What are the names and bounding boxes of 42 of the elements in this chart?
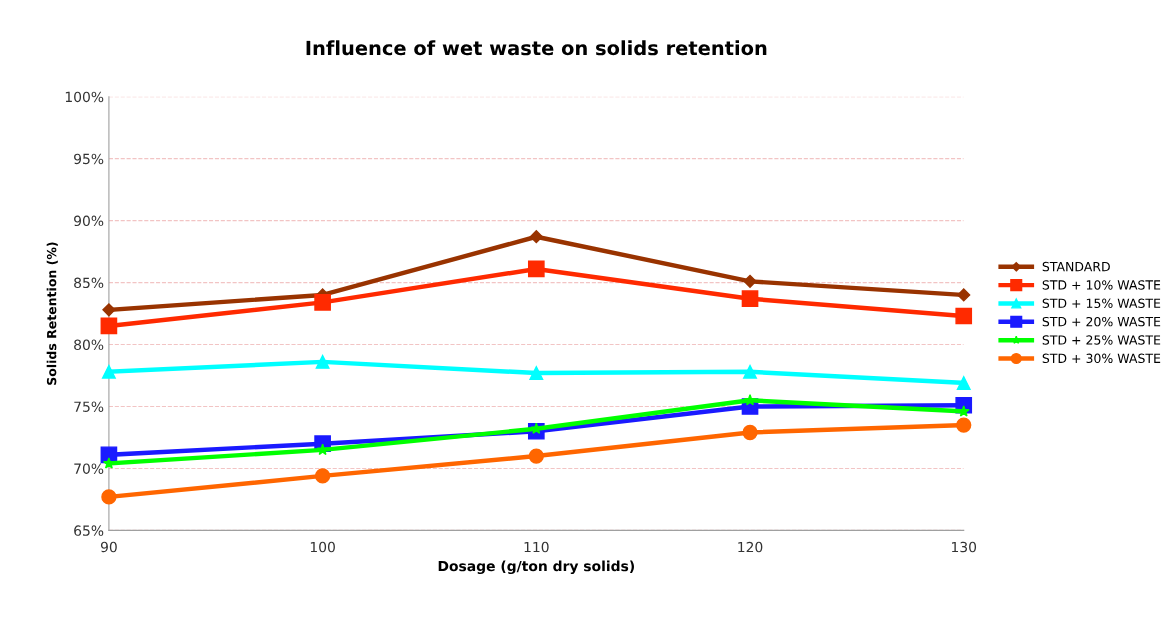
point <box>741 290 759 308</box>
y-tick-label: 65% <box>74 525 104 536</box>
point <box>529 366 544 380</box>
point <box>743 274 757 288</box>
point <box>316 443 329 456</box>
point <box>527 260 545 278</box>
point <box>957 288 971 302</box>
y-tick-label: 90% <box>74 215 104 227</box>
point <box>314 294 331 311</box>
y-tick-label: 100% <box>65 91 104 103</box>
x-tick-label: 90 <box>100 541 117 553</box>
y-axis-title: Solids Retention (%) <box>46 242 58 385</box>
legend-label: STD + 30% WASTE <box>1042 353 1161 364</box>
legend-label: STD + 25% WASTE <box>1042 335 1161 345</box>
legend-label: STD + 15% WASTE <box>1042 298 1161 309</box>
x-tick-label: 100 <box>310 541 335 553</box>
point <box>956 376 971 390</box>
point <box>102 303 116 317</box>
legend-label: STANDARD <box>1042 261 1110 272</box>
point <box>101 364 116 379</box>
point <box>742 424 758 441</box>
point <box>314 468 331 484</box>
point <box>955 307 973 325</box>
y-tick-label: 95% <box>74 153 104 165</box>
x-tick-label: 120 <box>738 541 763 553</box>
y-tick-label: 70% <box>74 463 104 474</box>
point <box>743 364 757 379</box>
legend-label: STD + 20% WASTE <box>1042 316 1161 327</box>
x-tick-label: 130 <box>952 541 977 553</box>
point <box>101 489 117 505</box>
point <box>956 417 972 433</box>
x-axis-title: Dosage (g/ton dry solids) <box>438 560 634 575</box>
legend-label: STD + 10% WASTE <box>1042 280 1161 290</box>
point <box>528 448 544 464</box>
point <box>100 317 118 335</box>
y-tick-label: 85% <box>74 277 104 289</box>
chart-title: Influence of wet waste on solids retention <box>306 40 767 56</box>
y-tick-label: 80% <box>74 339 104 351</box>
point <box>529 230 543 244</box>
x-tick-label: 110 <box>524 541 549 553</box>
point <box>315 354 330 369</box>
y-tick-label: 75% <box>74 401 104 412</box>
